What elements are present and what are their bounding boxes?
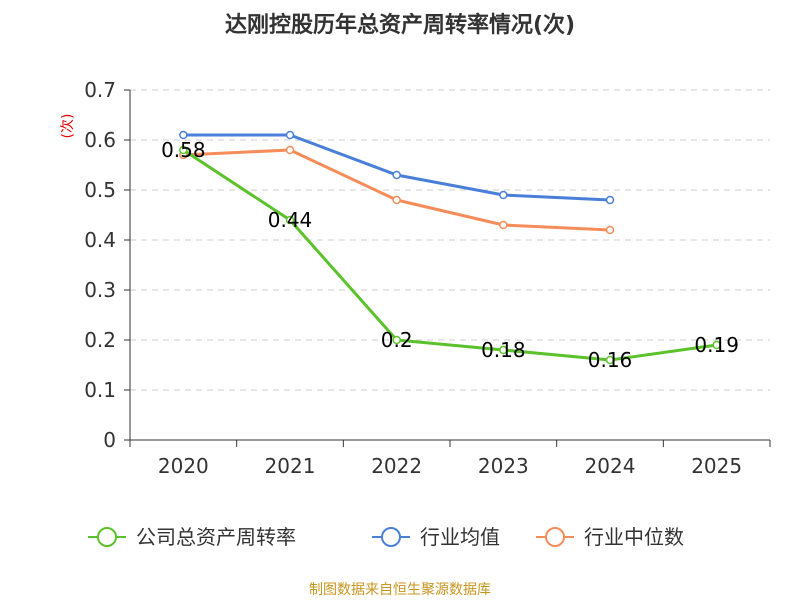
series-line	[182, 148, 717, 362]
x-tick-label: 2023	[478, 454, 529, 478]
data-label: 0.58	[161, 138, 206, 162]
data-point	[605, 225, 615, 235]
x-tick-label: 2025	[691, 454, 742, 478]
legend-label: 公司总资产周转率	[136, 525, 296, 549]
y-tick-labels: 0 0.1 0.2 0.3 0.4 0.5 0.6 0.7	[84, 78, 116, 452]
data-point	[605, 195, 615, 205]
grid-lines	[130, 89, 770, 391]
legend-item[interactable]: 行业中位数	[536, 525, 684, 549]
x-tick-labels: 2020 2021 2022 2023 2024 2025	[158, 454, 742, 478]
data-point	[392, 170, 401, 180]
legend[interactable]: 公司总资产周转率 行业均值 行业中位数	[88, 525, 684, 549]
y-tick-label: 0.3	[84, 278, 116, 302]
data-point	[179, 130, 188, 140]
data-point	[712, 340, 721, 350]
legend-item[interactable]: 行业均值	[372, 525, 500, 549]
legend-label: 行业中位数	[584, 525, 684, 549]
axes	[124, 89, 771, 447]
series-lines	[179, 130, 721, 365]
data-point	[285, 215, 295, 225]
x-tick-label: 2020	[158, 454, 209, 478]
legend-marker	[545, 527, 565, 547]
data-point	[605, 355, 615, 365]
legend-marker	[97, 527, 117, 547]
data-point	[285, 145, 295, 155]
data-label: 0.18	[481, 338, 526, 362]
data-point	[499, 220, 508, 230]
y-tick-label: 0.6	[84, 128, 116, 152]
y-axis-label: (次)	[60, 114, 76, 139]
data-labels: 0.58 0.44 0.2 0.18 0.16 0.19	[161, 138, 739, 372]
data-label: 0.16	[588, 348, 633, 372]
legend-marker	[381, 527, 401, 547]
chart-title: 达刚控股历年总资产周转率情况(次)	[225, 12, 575, 38]
legend-label: 行业均值	[420, 525, 500, 549]
data-point	[179, 145, 188, 155]
data-point	[392, 335, 401, 345]
data-point	[499, 345, 508, 355]
y-tick-label: 0.7	[84, 78, 116, 102]
y-tick-label: 0.1	[84, 378, 116, 402]
data-point	[285, 130, 295, 140]
y-tick-label: 0.2	[84, 328, 116, 352]
data-label: 0.44	[268, 208, 313, 232]
y-tick-label: 0.5	[84, 178, 116, 202]
y-tick-label: 0.4	[84, 228, 116, 252]
data-label: 0.2	[381, 328, 413, 352]
source-note: 制图数据来自恒生聚源数据库	[309, 582, 491, 598]
y-tick-label: 0	[103, 428, 116, 452]
data-label: 0.19	[694, 333, 739, 357]
legend-item[interactable]: 公司总资产周转率	[88, 525, 296, 549]
x-tick-label: 2024	[585, 454, 636, 478]
data-point	[499, 190, 508, 200]
x-tick-label: 2022	[371, 454, 422, 478]
x-tick-label: 2021	[265, 454, 316, 478]
data-point	[392, 195, 401, 205]
